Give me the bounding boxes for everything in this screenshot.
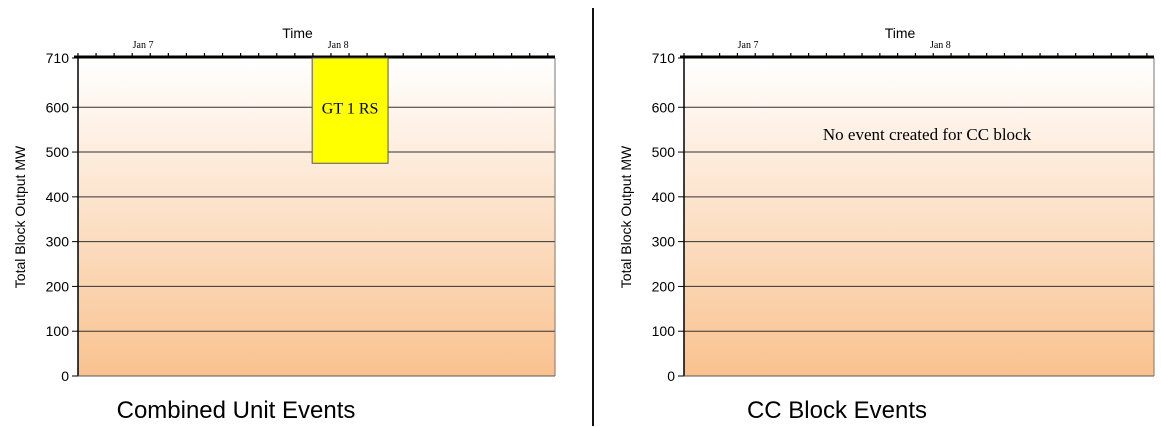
y-tick-label-200: 200 bbox=[652, 278, 676, 294]
y-tick-label-300: 300 bbox=[652, 234, 676, 250]
y-tick-label-500: 500 bbox=[652, 144, 676, 160]
y-tick-label-400: 400 bbox=[652, 189, 676, 205]
time-tick-label: Jan 7 bbox=[738, 40, 759, 51]
y-tick-label-600: 600 bbox=[46, 99, 70, 115]
x-axis-title: Time bbox=[885, 25, 916, 41]
chart-caption: CC Block Events bbox=[747, 397, 927, 424]
y-tick-label-710: 710 bbox=[652, 50, 676, 66]
y-tick-label-500: 500 bbox=[46, 144, 70, 160]
time-tick-label: Jan 8 bbox=[930, 40, 951, 51]
y-tick-label-0: 0 bbox=[667, 368, 675, 384]
y-tick-label-400: 400 bbox=[46, 189, 70, 205]
plot-area bbox=[684, 58, 1154, 376]
chart-cc-block-events: 0 100 200 300 400 500 600 710 Jan 7 Jan 8 Time Tota… bbox=[618, 25, 1155, 424]
y-axis-title: Total Block Output MW bbox=[618, 145, 634, 288]
time-tick-label: Jan 7 bbox=[133, 40, 154, 51]
panel-divider bbox=[592, 8, 594, 426]
event-label: GT 1 RS bbox=[322, 100, 379, 117]
x-axis-title: Time bbox=[282, 25, 313, 41]
chart-combined-unit-events: 0 100 200 300 400 500 600 710 Jan 7 Jan 8 Time Tota… bbox=[12, 25, 556, 424]
y-tick-label-100: 100 bbox=[46, 323, 70, 339]
y-tick-label-0: 0 bbox=[61, 368, 69, 384]
y-tick-label-300: 300 bbox=[46, 234, 70, 250]
event-bar bbox=[311, 57, 389, 164]
chart-annotation: No event created for CC block bbox=[823, 125, 1032, 144]
y-tick-label-600: 600 bbox=[652, 99, 676, 115]
y-tick-label-100: 100 bbox=[652, 323, 676, 339]
time-tick-label: Jan 8 bbox=[328, 40, 349, 51]
y-tick-label-710: 710 bbox=[46, 50, 70, 66]
chart-caption: Combined Unit Events bbox=[117, 397, 356, 424]
y-axis-title: Total Block Output MW bbox=[12, 145, 28, 288]
y-tick-label-200: 200 bbox=[46, 278, 70, 294]
